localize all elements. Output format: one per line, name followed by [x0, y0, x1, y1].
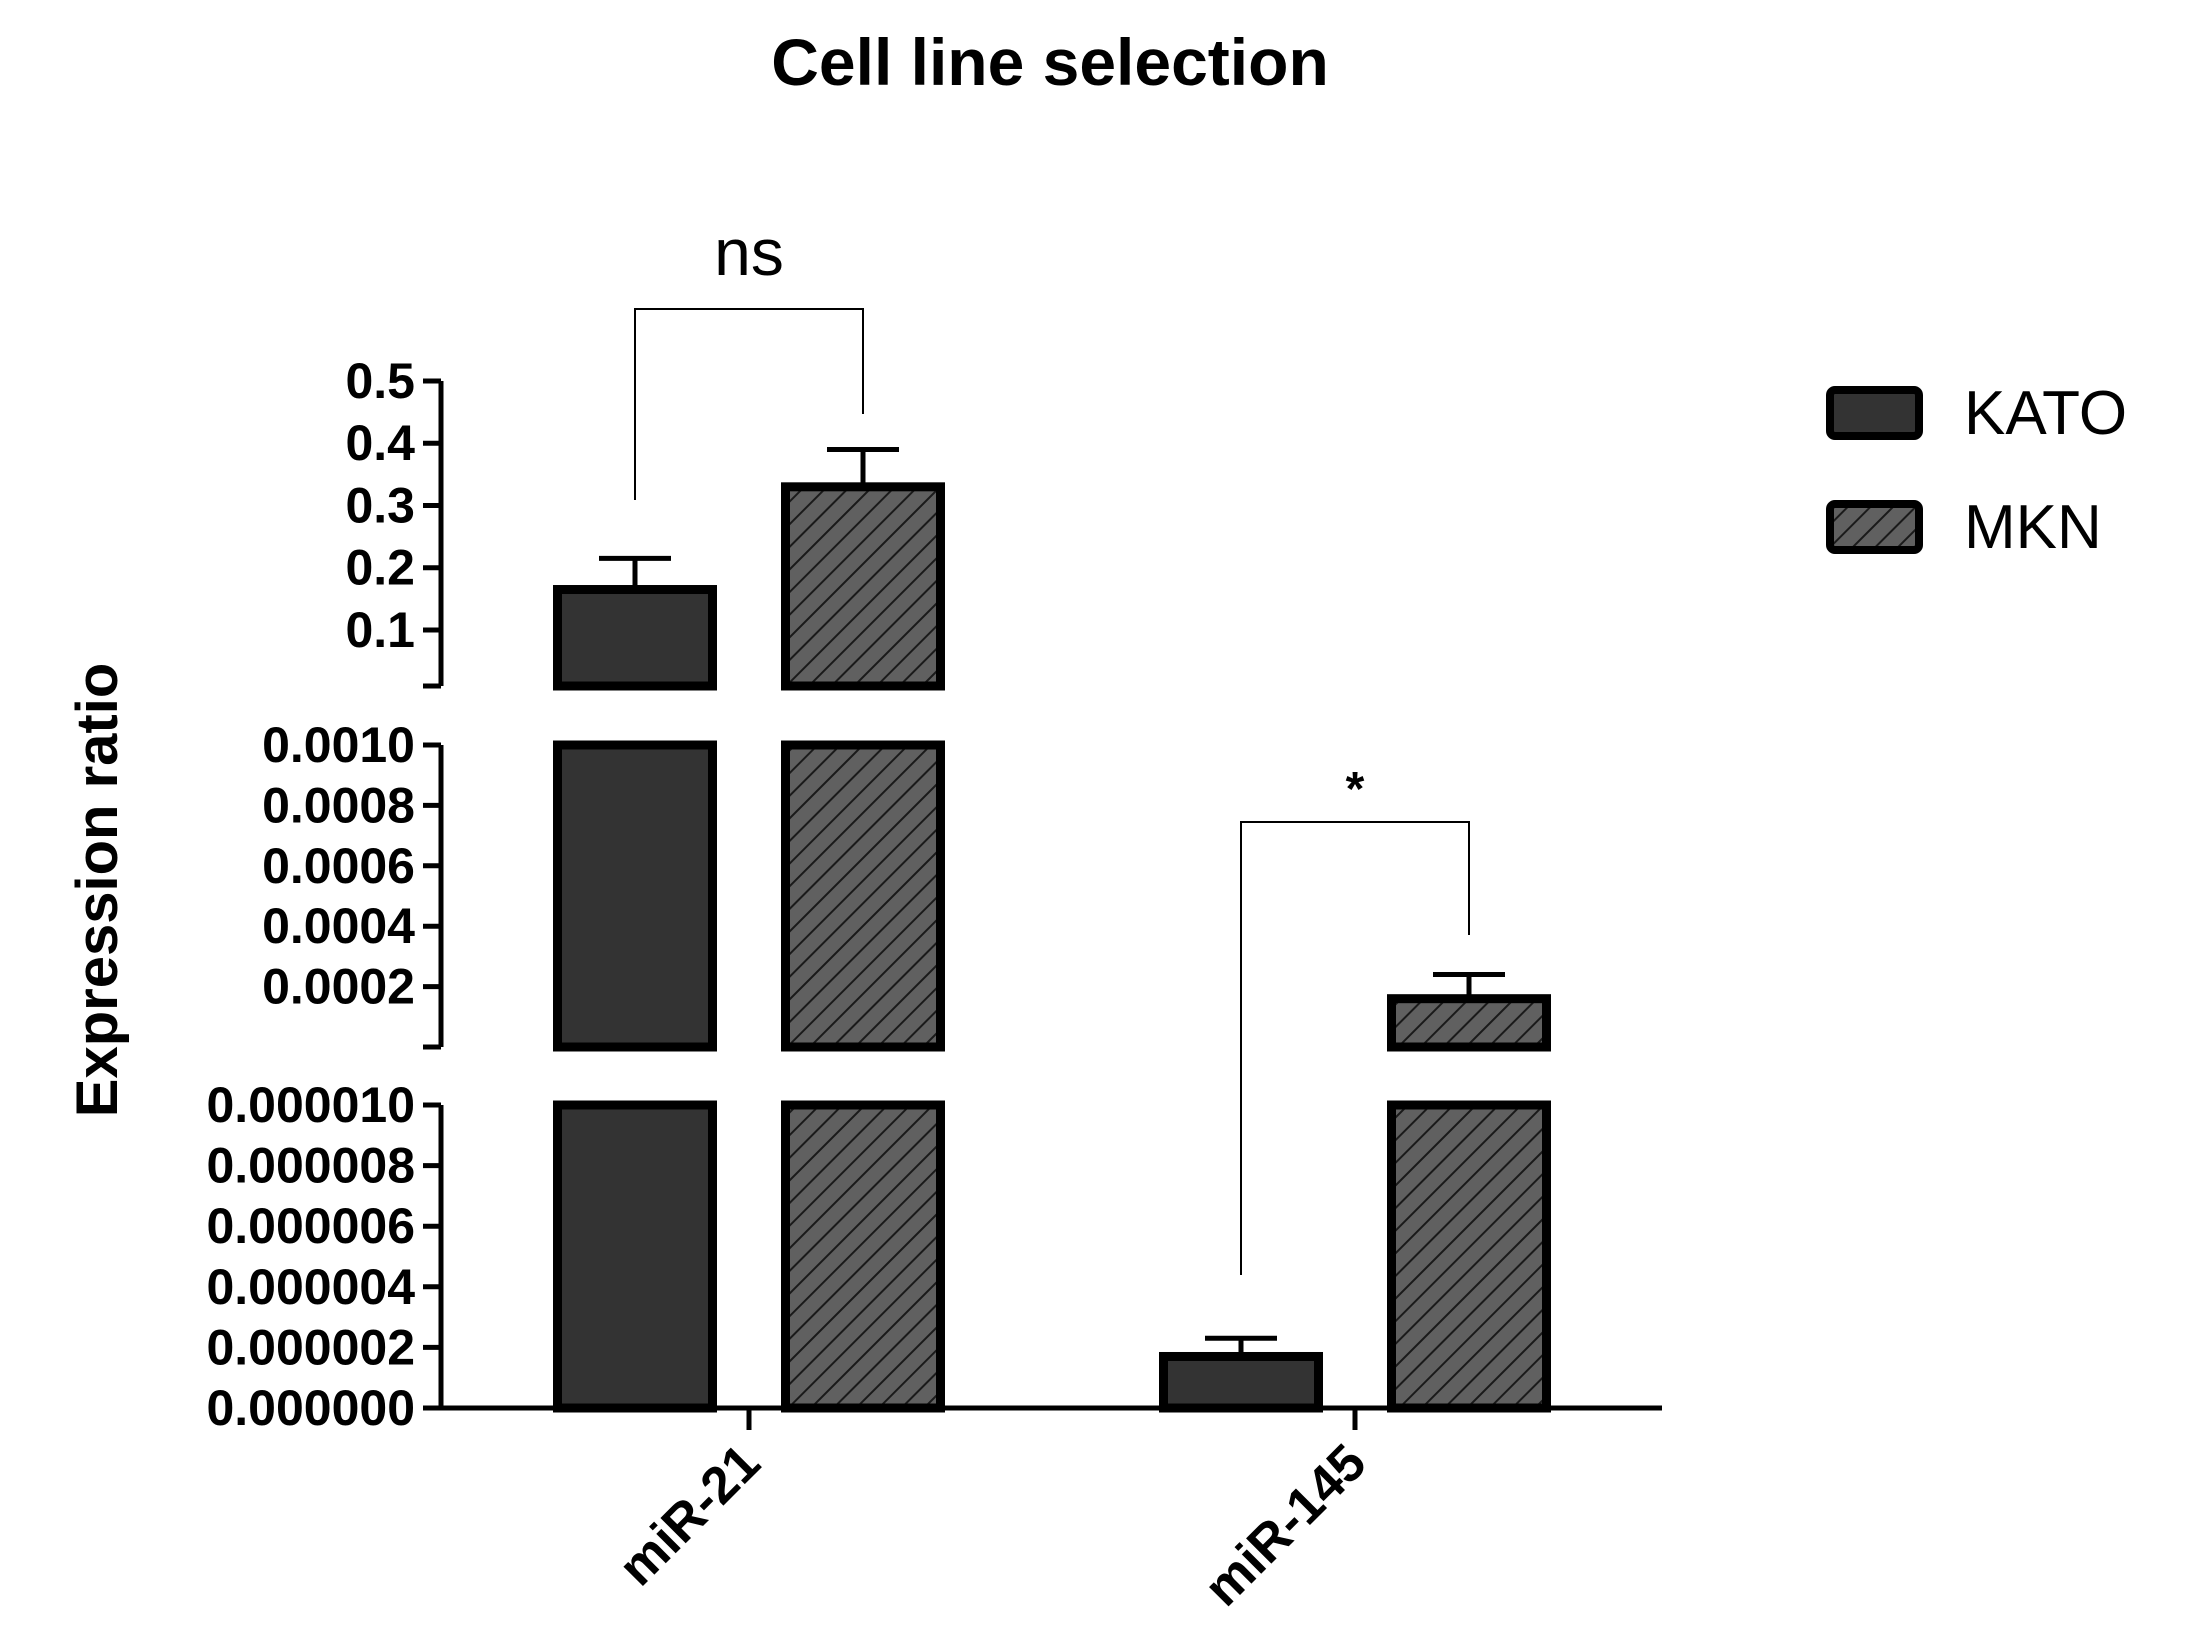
- y-tick-label: 0.000010: [206, 1077, 415, 1133]
- bar-mkn: [781, 740, 945, 1052]
- bar-mkn: [1387, 994, 1551, 1052]
- y-axis-label: Expression ratio: [65, 663, 130, 1117]
- significance-label: ns: [714, 215, 784, 289]
- x-tick-label: miR-21: [608, 1433, 772, 1597]
- significance-bracket: [1240, 821, 1470, 1275]
- y-tick-label: 0.000008: [206, 1138, 415, 1194]
- bar-kato: [553, 1100, 717, 1413]
- legend-swatch-kato: [1826, 386, 1923, 440]
- y-tick-label: 0.0002: [262, 959, 415, 1015]
- y-tick-label: 0.0006: [262, 838, 415, 894]
- bar-kato: [1159, 1351, 1323, 1413]
- significance-label: *: [1346, 763, 1365, 816]
- chart-title: Cell line selection: [771, 25, 1329, 99]
- y-tick-label: 0.000004: [206, 1259, 415, 1315]
- y-tick-label: 0.4: [345, 415, 415, 471]
- y-tick-label: 0.3: [345, 477, 415, 533]
- bar-mkn: [781, 482, 945, 691]
- y-tick-label: 0.5: [345, 353, 415, 409]
- y-tick-label: 0.0010: [262, 717, 415, 773]
- bar-mkn: [1387, 1100, 1551, 1413]
- y-tick-label: 0.2: [345, 540, 415, 596]
- x-tick-label: miR-145: [1193, 1433, 1377, 1617]
- legend-swatch-mkn: [1826, 500, 1923, 554]
- bar-kato: [553, 585, 717, 691]
- y-tick-label: 0.000006: [206, 1198, 415, 1254]
- y-tick-label: 0.0004: [262, 898, 415, 954]
- significance-bracket: [634, 308, 864, 500]
- y-tick-label: 0.0008: [262, 777, 415, 833]
- bar-mkn: [781, 1100, 945, 1413]
- bar-kato: [553, 740, 717, 1052]
- y-tick-label: 0.000002: [206, 1319, 415, 1375]
- legend-label-mkn: MKN: [1964, 493, 2102, 562]
- legend-label-kato: KATO: [1964, 379, 2127, 448]
- y-tick-label: 0.1: [345, 602, 415, 658]
- y-tick-label: 0.000000: [206, 1380, 415, 1436]
